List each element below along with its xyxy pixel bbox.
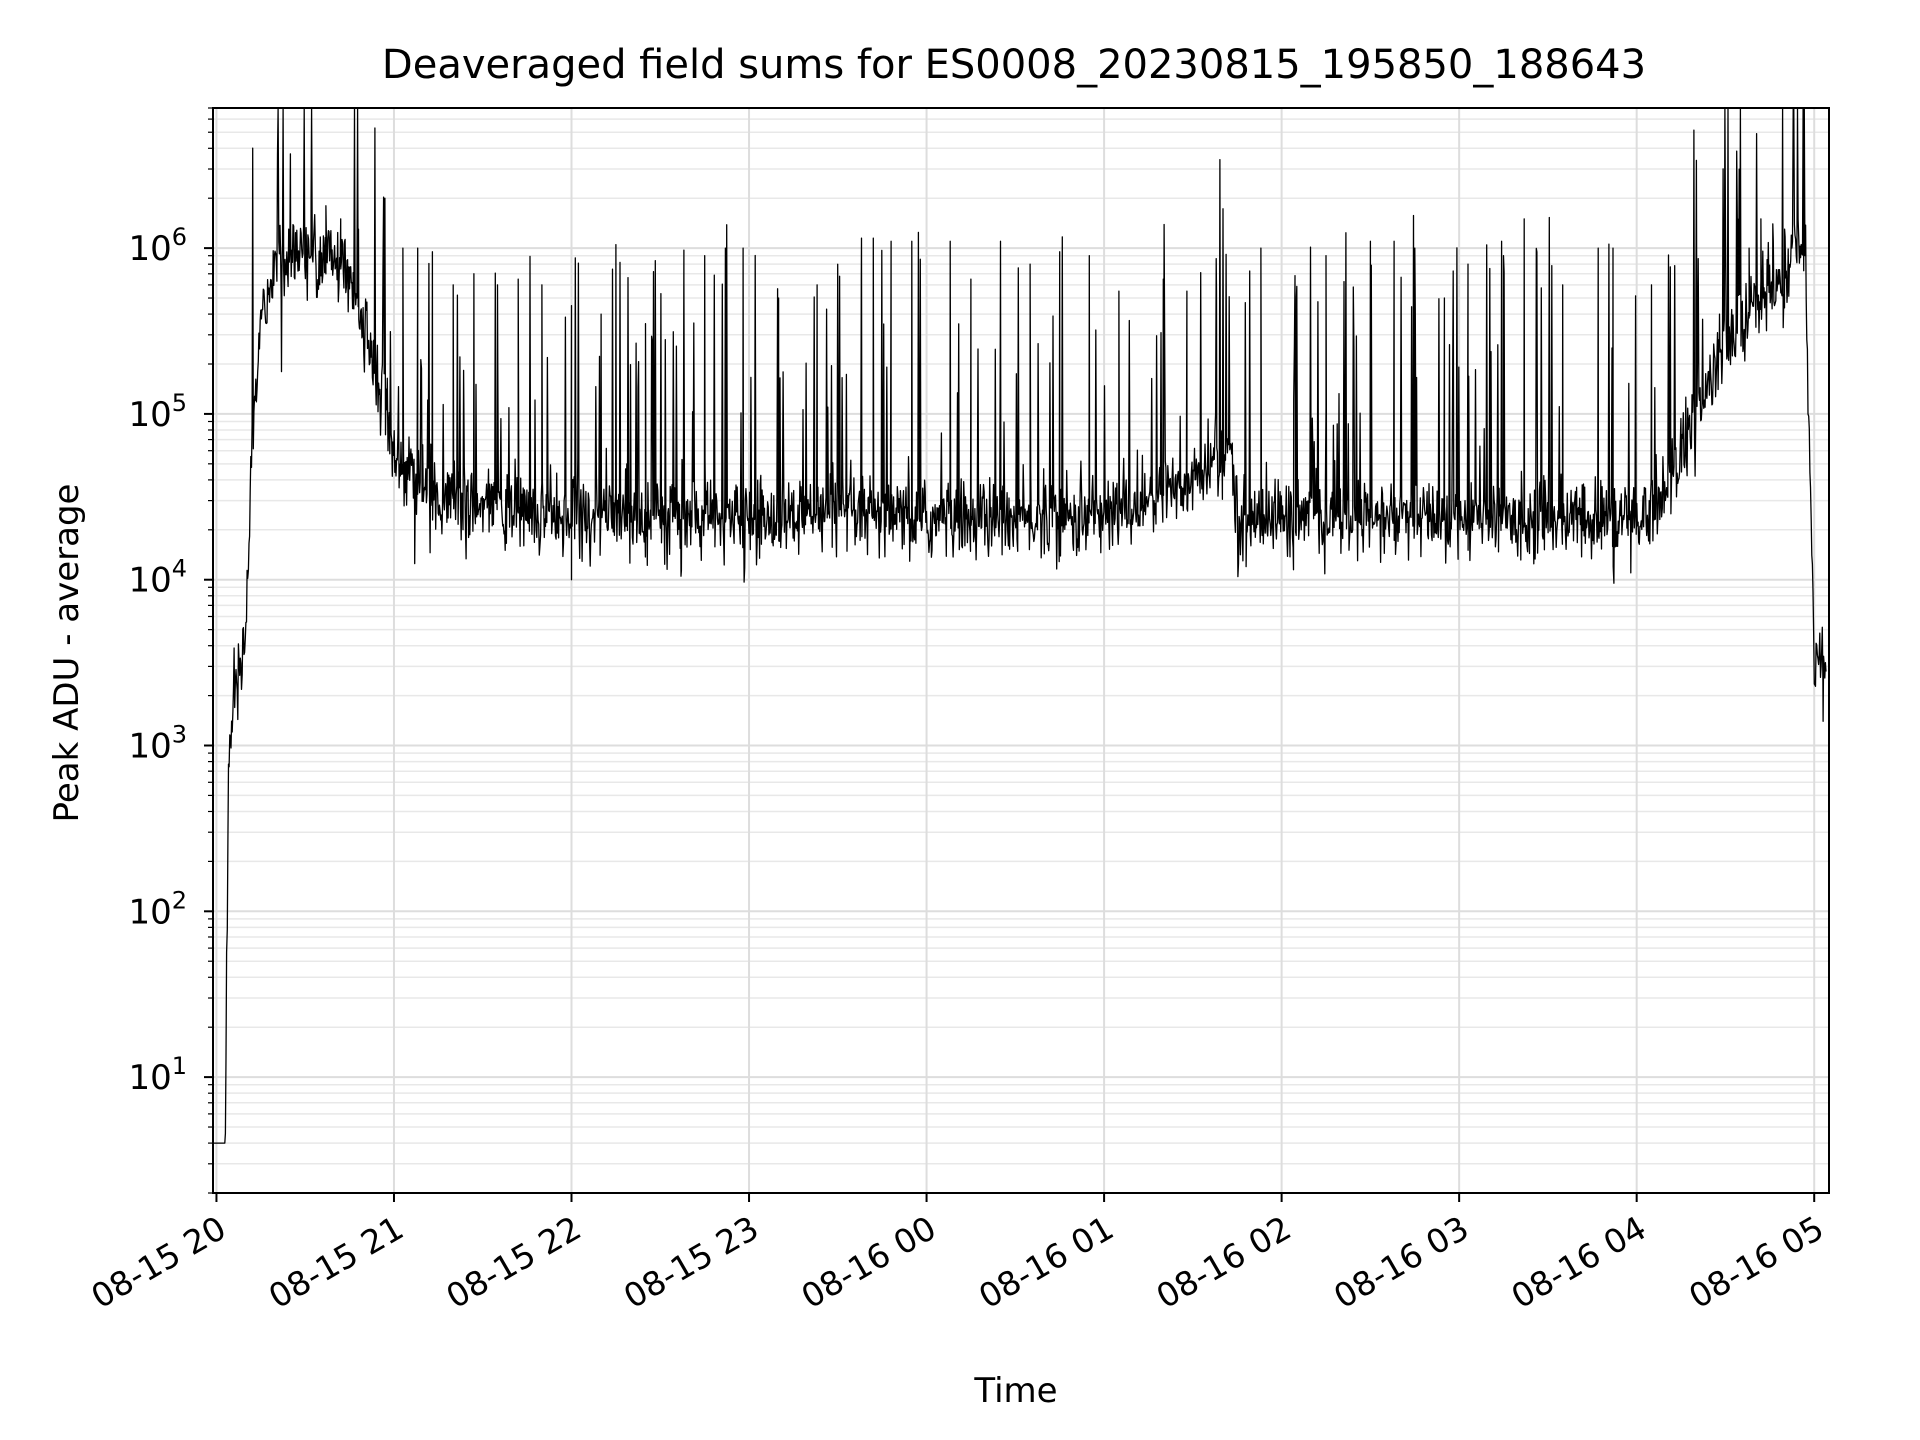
y-tick-base: 10 [128, 561, 171, 601]
y-tick-label: 104 [128, 555, 187, 601]
y-tick-base: 10 [128, 229, 171, 269]
y-tick-base: 10 [128, 727, 171, 767]
y-tick-base: 10 [128, 892, 171, 932]
x-axis-label: Time [973, 1371, 1057, 1411]
y-tick-exponent: 2 [172, 886, 187, 914]
chart-title: Deaveraged field sums for ES0008_2023081… [382, 42, 1646, 88]
y-tick-label: 101 [128, 1052, 187, 1098]
series-line [212, 107, 1827, 1144]
series-layer [212, 107, 1827, 1144]
y-axis-label: Peak ADU - average [47, 484, 87, 823]
y-tick-exponent: 1 [172, 1052, 187, 1080]
y-tick-exponent: 4 [172, 555, 187, 583]
y-tick-label: 103 [128, 721, 187, 767]
y-tick-base: 10 [128, 395, 171, 435]
y-tick-label: 102 [128, 886, 187, 932]
y-tick-exponent: 6 [172, 223, 187, 251]
y-tick-exponent: 3 [172, 721, 187, 749]
plot-frame [212, 107, 1830, 1194]
y-tick-label: 106 [128, 223, 187, 269]
y-tick-base: 10 [128, 1058, 171, 1098]
y-tick-exponent: 5 [172, 389, 187, 417]
y-tick-label: 105 [128, 389, 187, 435]
